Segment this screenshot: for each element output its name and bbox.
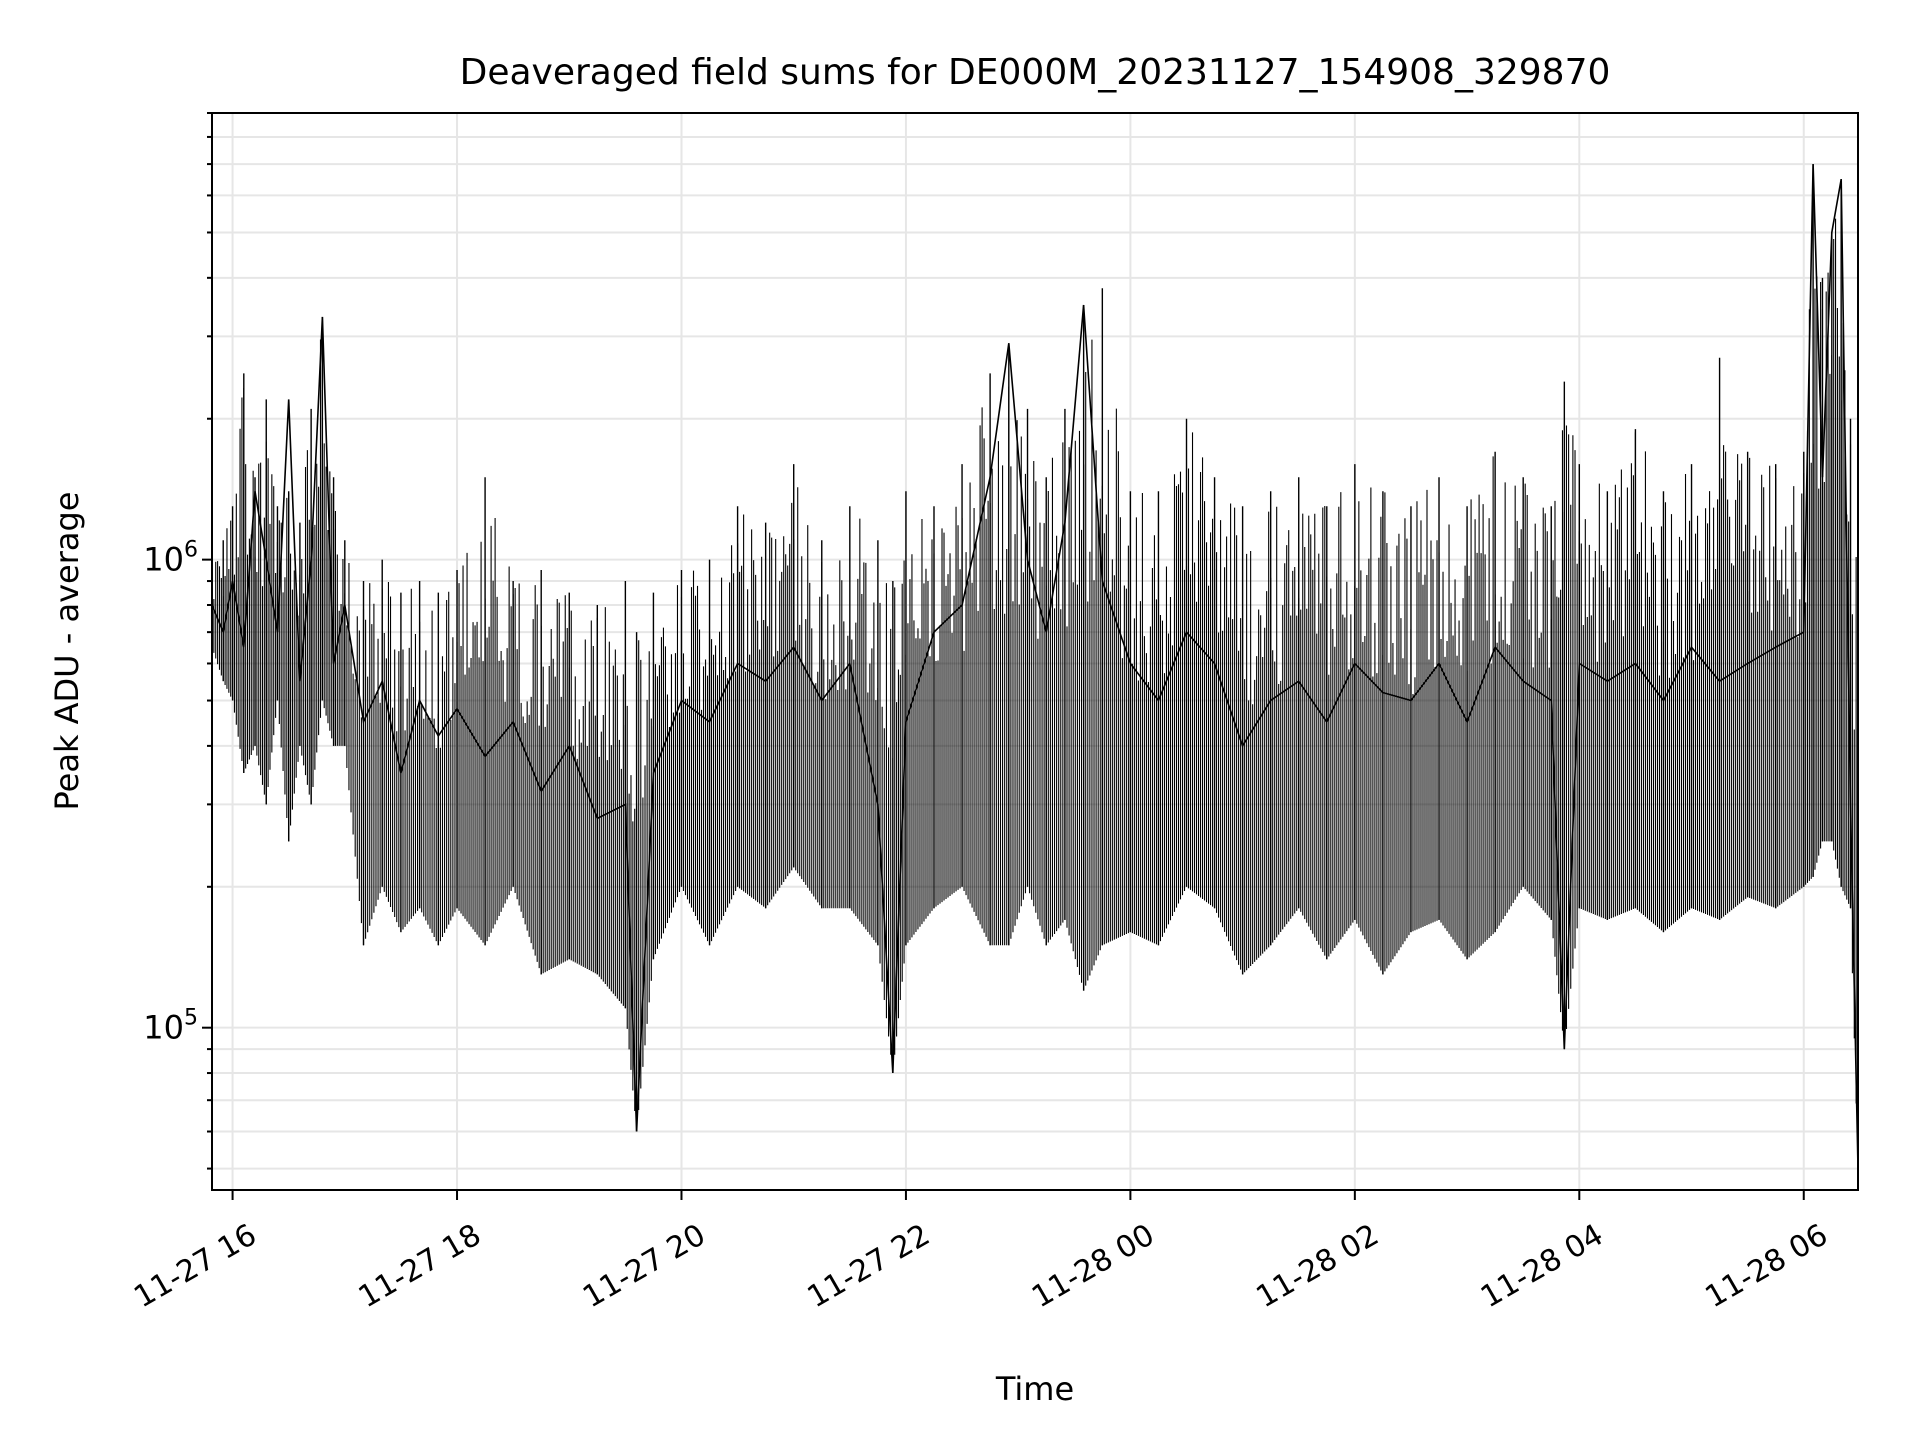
plot-frame: [211, 112, 1859, 1191]
data-series-layer: [211, 164, 1859, 1169]
y-tick-label: 106: [143, 538, 198, 579]
chart-title: Deaveraged field sums for DE000M_2023112…: [460, 52, 1611, 93]
series-line: [211, 164, 1859, 1169]
y-tick-label: 105: [143, 1006, 198, 1047]
y-axis-label: Peak ADU - average: [48, 492, 86, 811]
x-axis-label: Time: [995, 1370, 1074, 1408]
